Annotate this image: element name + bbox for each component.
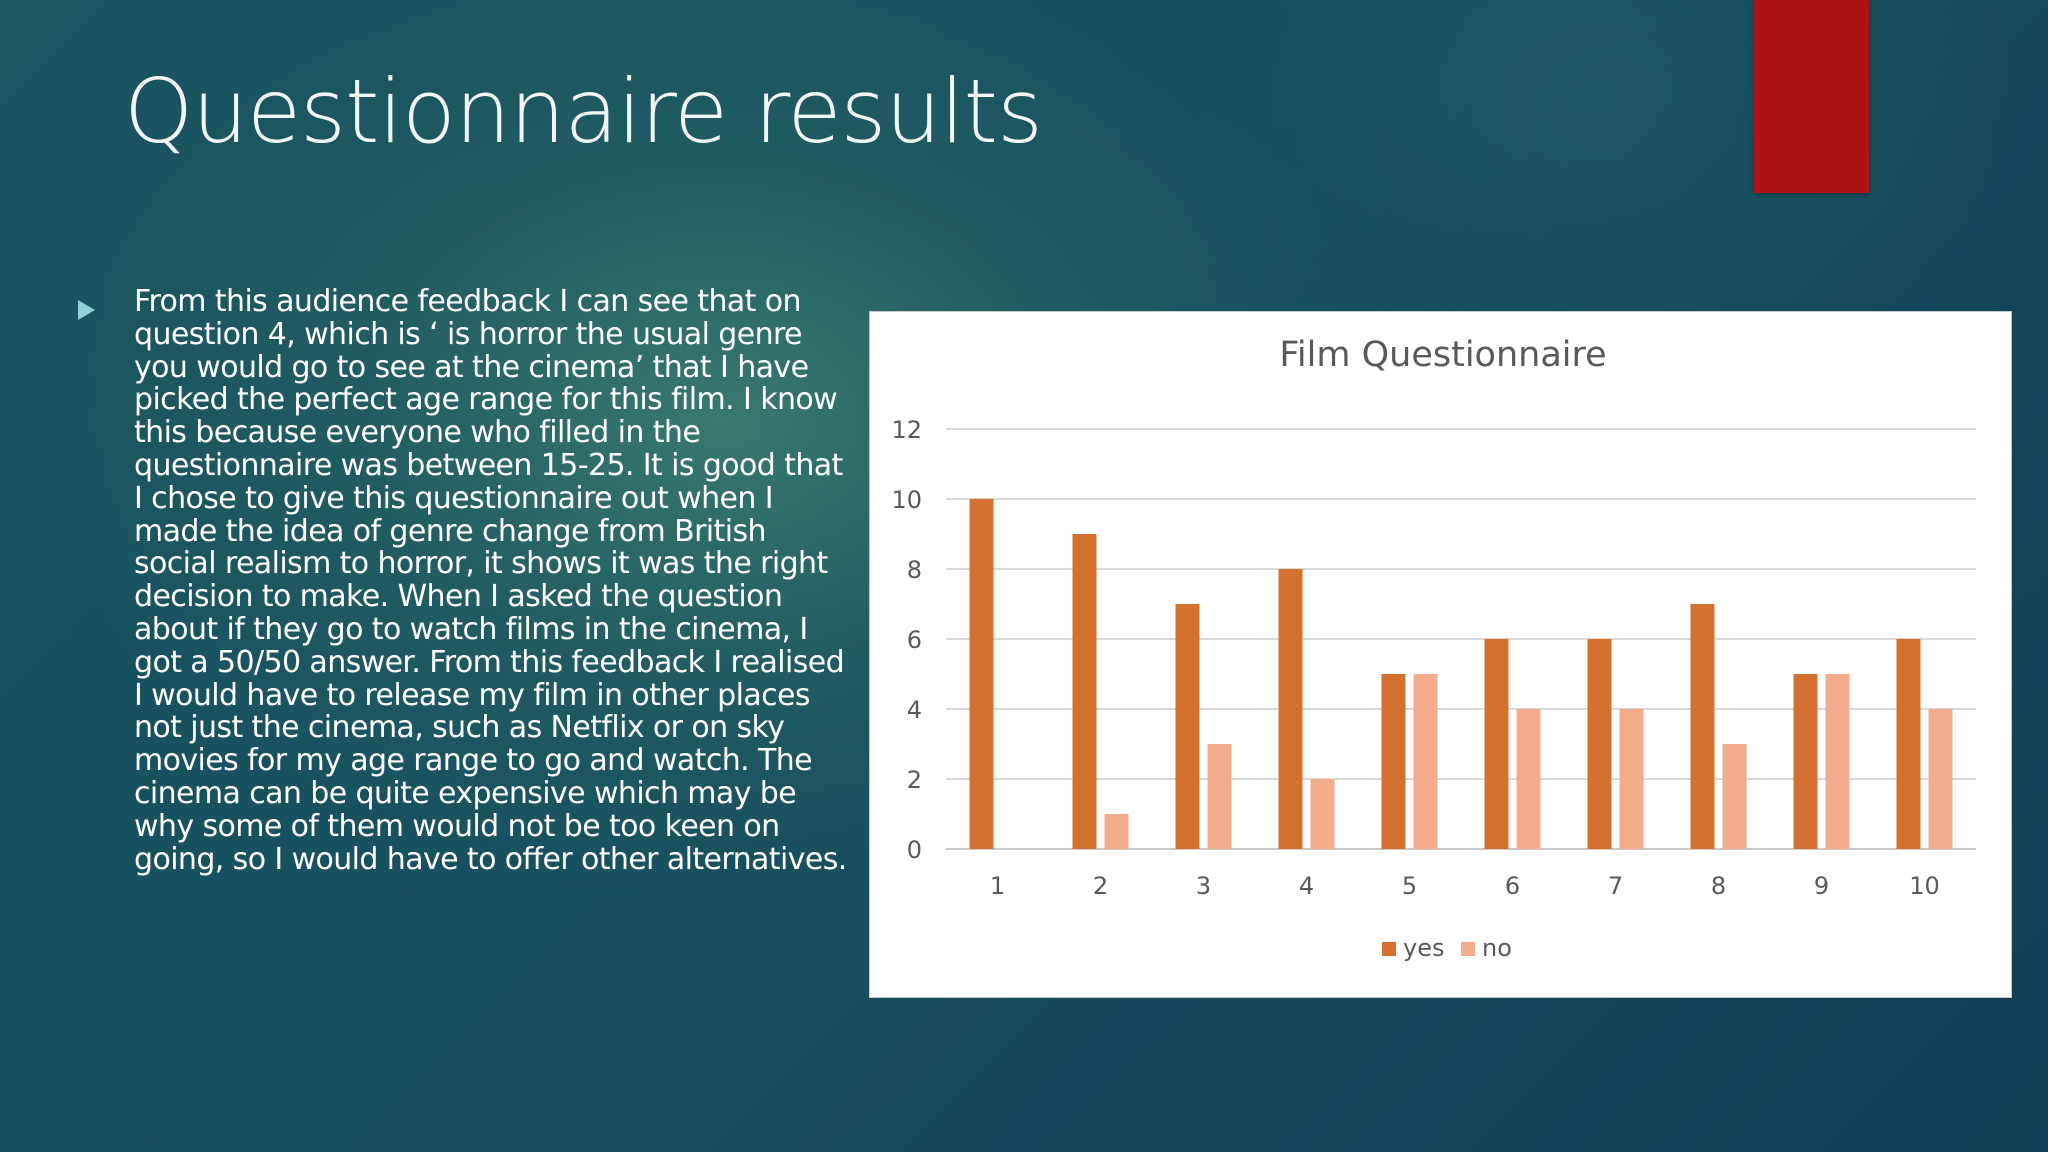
x-tick-label: 6 — [1505, 872, 1520, 900]
bar-yes-9 — [1793, 674, 1818, 849]
bar-no-2 — [1104, 814, 1129, 849]
bar-no-6 — [1516, 709, 1541, 849]
bar-yes-8 — [1690, 604, 1715, 849]
bar-yes-7 — [1587, 639, 1612, 849]
legend-label: yes — [1403, 934, 1444, 962]
y-tick-label: 6 — [907, 626, 922, 654]
x-tick-label: 3 — [1196, 872, 1211, 900]
accent-bar — [1754, 0, 1869, 193]
triangle-right-icon — [78, 300, 95, 320]
y-tick-label: 12 — [891, 416, 922, 444]
bar-yes-10 — [1896, 639, 1921, 849]
x-tick-label: 8 — [1711, 872, 1726, 900]
x-tick-label: 1 — [990, 872, 1005, 900]
bar-yes-5 — [1381, 674, 1406, 849]
x-tick-label: 5 — [1402, 872, 1417, 900]
legend-label: no — [1482, 934, 1512, 962]
bar-yes-1 — [969, 499, 994, 849]
x-tick-label: 7 — [1608, 872, 1623, 900]
legend-swatch-yes — [1382, 942, 1396, 956]
bar-yes-3 — [1175, 604, 1200, 849]
bar-no-10 — [1928, 709, 1953, 849]
bar-no-9 — [1825, 674, 1850, 849]
x-tick-label: 2 — [1093, 872, 1108, 900]
bar-yes-6 — [1484, 639, 1509, 849]
chart-title: Film Questionnaire — [1279, 335, 1606, 375]
x-tick-label: 10 — [1909, 872, 1940, 900]
y-tick-label: 0 — [907, 836, 922, 864]
bar-no-5 — [1413, 674, 1438, 849]
bar-no-3 — [1207, 744, 1232, 849]
y-tick-label: 10 — [891, 486, 922, 514]
chart-container[interactable]: Film Questionnaire 0 2 4 6 8 10 12 1 2 3 4 5 6 7 8 9 10… — [869, 311, 2012, 998]
bars — [969, 499, 1953, 849]
bar-yes-4 — [1278, 569, 1303, 849]
legend: yes no — [1382, 934, 1512, 962]
x-tick-label: 4 — [1299, 872, 1314, 900]
bar-no-7 — [1619, 709, 1644, 849]
y-tick-label: 4 — [907, 696, 922, 724]
slide-title: Questionnaire results — [124, 60, 1043, 163]
y-tick-label: 2 — [907, 766, 922, 794]
gridlines — [946, 428, 1976, 850]
legend-swatch-no — [1461, 942, 1475, 956]
bullet-text: From this audience feedback I can see th… — [134, 284, 847, 877]
x-axis-ticks: 1 2 3 4 5 6 7 8 9 10 — [990, 872, 1940, 900]
bar-no-4 — [1310, 779, 1335, 849]
y-tick-label: 8 — [907, 556, 922, 584]
bar-no-8 — [1722, 744, 1747, 849]
bar-yes-2 — [1072, 534, 1097, 849]
x-tick-label: 9 — [1814, 872, 1829, 900]
y-axis-ticks: 0 2 4 6 8 10 12 — [891, 416, 922, 864]
